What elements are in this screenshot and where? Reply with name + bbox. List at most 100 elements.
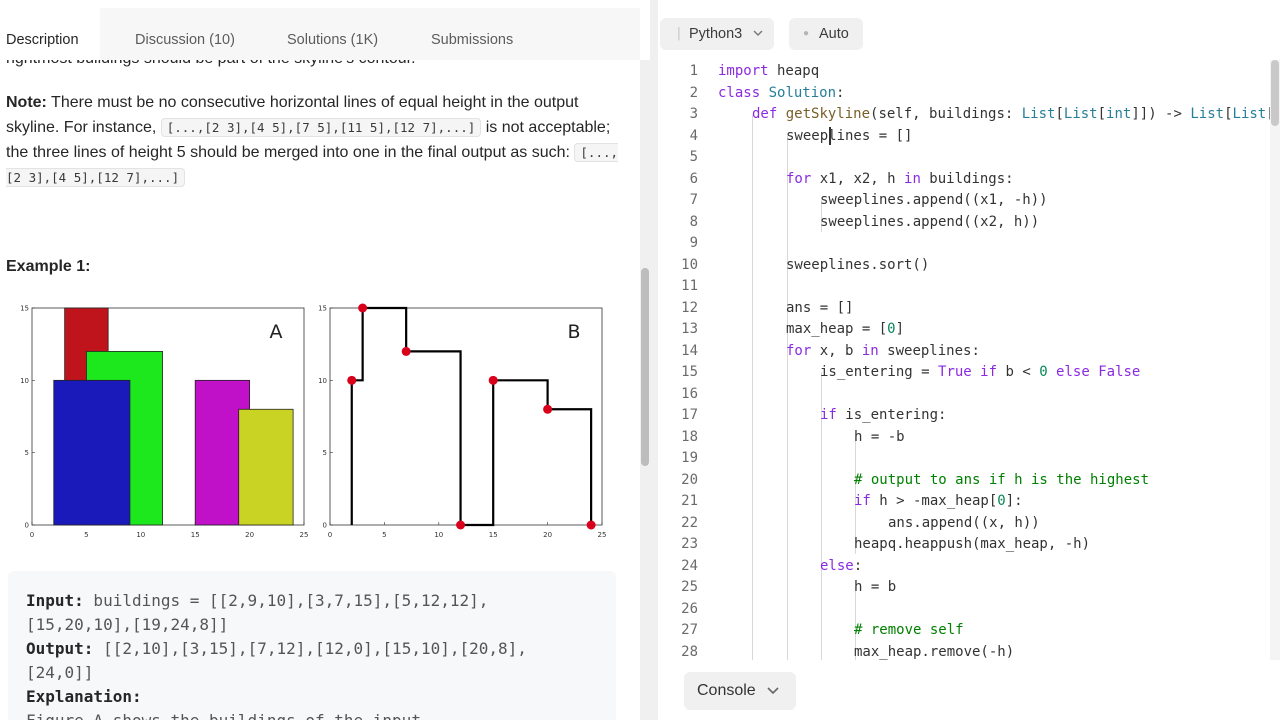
x-tick-label: 20 [543,531,552,539]
key-point [456,520,466,530]
plot-frame [329,307,603,526]
example-output-cont: [24,0]] [26,663,94,682]
x-tick-label: 5 [382,531,386,539]
code-line: 22 ans.append((x, h)) [658,513,1280,535]
y-tick-label: 5 [323,449,327,457]
code-text: import heapq [718,63,820,79]
indent-guide [855,587,856,660]
code-line: 18 h = -b [658,427,1280,449]
key-point [543,404,553,414]
code-text: ans.append((x, h)) [888,514,1040,531]
code-text: for x, b in sweeplines: [786,342,980,359]
building-bar [238,408,294,526]
code-line: 14 for x, b in sweeplines: [658,341,1280,363]
example-output: Output: [[2,10],[3,15],[7,12],[12,0],[15… [26,637,527,661]
console-label: Console [697,682,756,699]
code-line: 1 import heapq [658,61,1280,83]
tab-submissions[interactable]: Submissions [431,8,513,60]
code-line: 26 [658,599,1280,621]
code-line: 4 sweeplines = [] [658,126,1280,148]
note-paragraph: Note: There must be no consecutive horiz… [6,90,622,190]
building-bar [53,379,131,526]
y-tick-label: 10 [20,377,29,385]
line-number: 4 [689,127,698,144]
code-line: 28 max_heap.remove(-h) [658,642,1280,661]
note-text-1: There must be no consecutive horizontal … [6,94,579,136]
y-tick-label: 10 [318,377,327,385]
line-number: 26 [681,600,698,617]
note-text-2: is not acceptable; the three lines of he… [6,119,611,161]
tab-description[interactable]: Description [0,8,100,60]
x-tick-label: 10 [434,531,443,539]
note-code-1: [...,[2 3],[4 5],[7 5],[11 5],[12 7],...… [160,118,482,137]
line-number: 23 [681,536,698,552]
language-select[interactable]: │ Python3 [660,18,774,50]
key-point [586,520,596,530]
tab-discussion-label: Discussion (10) [135,32,235,48]
example-explanation-text: Figure A shows the buildings of the inpu… [26,709,431,720]
explanation-label: Explanation: [26,687,142,706]
indent-guide [787,136,788,660]
code-line: 19 [658,448,1280,470]
chevron-down-icon [766,672,780,720]
code-line: 15 is_entering = True if b < 0 else False [658,362,1280,384]
line-number: 24 [681,557,698,574]
language-label: Python3 [689,26,743,42]
tab-solutions[interactable]: Solutions (1K) [287,8,378,60]
line-number: 11 [681,278,698,294]
line-number: 18 [681,428,698,445]
input-line-1: buildings = [[2,9,10],[3,7,15],[5,12,12]… [83,591,489,610]
code-line: 25 h = b [658,577,1280,599]
line-number: 7 [689,192,698,208]
example-input: Input: buildings = [[2,9,10],[3,7,15],[5… [26,589,488,613]
code-comment: # output to ans if h is the highest [854,471,1150,488]
output-line-1: [[2,10],[3,15],[7,12],[12,0],[15,10],[20… [93,639,527,658]
code-line: 2 class Solution: [658,83,1280,105]
chart-b: 0 5 10 15 20 25 0 5 10 15 B [318,303,607,539]
tab-description-label: Description [6,32,79,48]
line-number: 28 [681,643,698,660]
line-number: 25 [681,579,698,595]
code-line: 17 if is_entering: [658,405,1280,427]
description-content[interactable]: rightmost buildings should be part of th… [0,60,640,720]
line-number: 13 [681,321,698,337]
chevron-down-icon [752,18,764,62]
key-point [401,346,411,356]
x-tick-label: 20 [245,531,254,539]
panel-label: B [567,321,580,343]
code-text: ans = [] [786,299,854,316]
code-text: def getSkyline(self, buildings: List[Lis… [752,106,1275,122]
x-tick-label: 0 [328,531,332,539]
code-line: 12 ans = [] [658,298,1280,320]
mode-label: Auto [819,26,849,42]
y-tick-label: 0 [323,522,327,530]
code-line: 23 heapq.heappush(max_heap, -h) [658,534,1280,556]
input-label: Input: [26,591,84,610]
code-line: 16 [658,384,1280,406]
description-scrollbar-thumb[interactable] [641,268,649,466]
example-box: Input: buildings = [[2,9,10],[3,7,15],[5… [8,571,616,720]
editor-scrollbar-thumb[interactable] [1271,60,1279,126]
code-editor[interactable]: 1 import heapq 2 class Solution: 3 def getS… [658,60,1280,660]
autocomplete-mode-button[interactable]: ● Auto [789,18,863,50]
line-number: 21 [681,493,698,509]
line-number: 19 [681,450,698,466]
x-tick-label: 25 [598,531,607,539]
console-button[interactable]: Console [684,672,796,710]
code-text: class Solution: [718,84,845,101]
x-tick-label: 0 [30,531,34,539]
code-text: if is_entering: [820,407,947,423]
code-text: else: [820,557,863,574]
code-line: 27 # remove self [658,620,1280,642]
editor-scrollbar[interactable] [1270,60,1280,660]
output-label: Output: [26,639,94,658]
line-number: 16 [681,385,698,402]
example-input-cont: [15,20,10],[19,24,8]] [26,615,229,634]
tab-solutions-label: Solutions (1K) [287,32,379,48]
code-text: is_entering = True if b < 0 else False [820,364,1141,380]
line-number: 27 [681,622,698,638]
key-point [488,375,498,385]
tab-discussion[interactable]: Discussion (10) [135,8,235,60]
pane-divider[interactable] [650,0,658,720]
code-text: sweeplines.append((x2, h)) [820,213,1040,230]
